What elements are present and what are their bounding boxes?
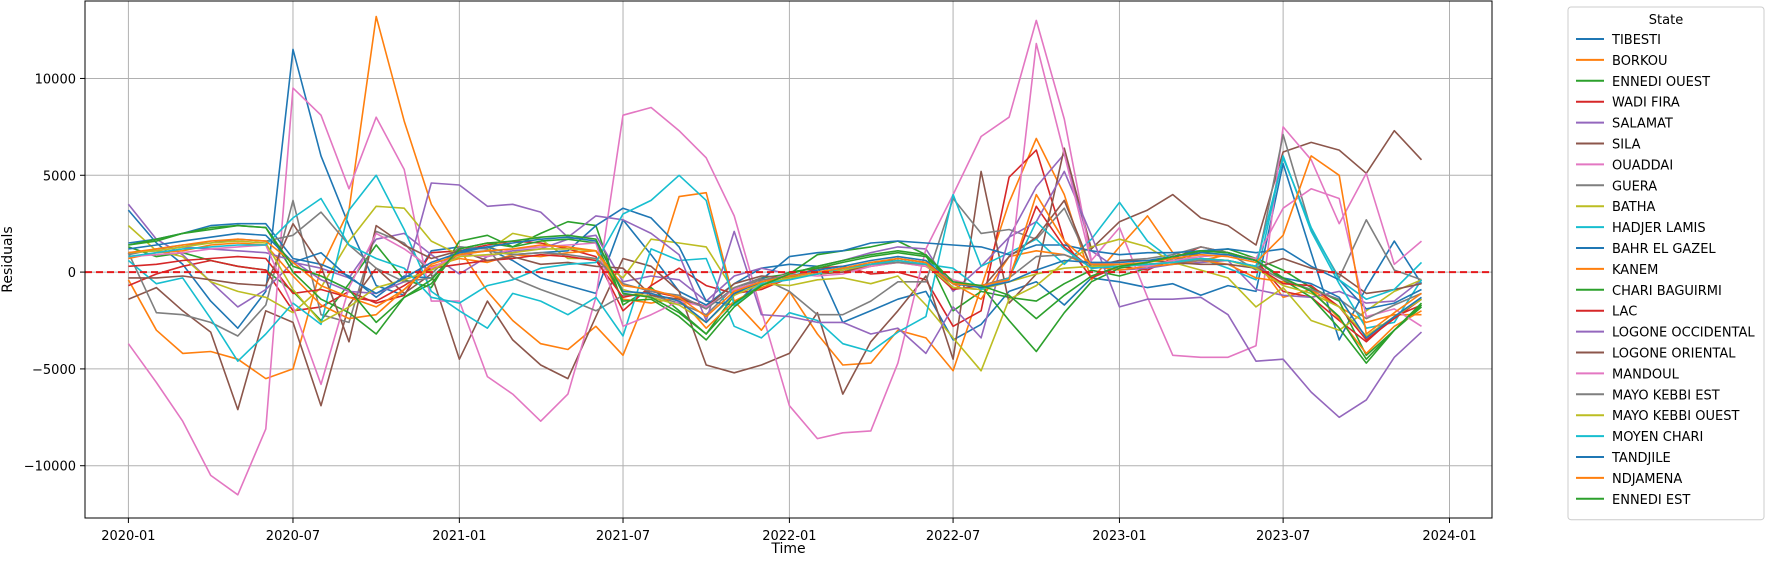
series-line (127, 153, 1422, 308)
x-tick-label: 2023-07 (1256, 529, 1310, 544)
series-lines (127, 15, 1423, 496)
legend-item-label: MOYEN CHARI (1612, 430, 1703, 445)
series-line (128, 224, 1423, 364)
series-line (127, 19, 1423, 496)
series-line (128, 157, 1423, 306)
legend-title: State (1649, 13, 1683, 28)
legend-item-label: MANDOUL (1612, 367, 1680, 382)
series-line (127, 15, 1422, 380)
series-line (128, 149, 1422, 343)
series-line (127, 48, 1423, 341)
series-line (128, 242, 1422, 355)
y-axis-ticks: −10000 −5000 0 5000 10000 (24, 72, 85, 475)
plot-area-frame (84, 0, 1493, 519)
legend-items: TIBESTI BORKOU ENNEDI OUEST WADI FIRA SALAMA… (1576, 33, 1755, 508)
series-line (128, 224, 1423, 361)
legend-item-label: LOGONE ORIENTAL (1612, 347, 1736, 362)
y-tick-label: 0 (68, 266, 76, 281)
x-tick-label: 2021-07 (596, 529, 650, 544)
legend-item-label: SILA (1612, 138, 1641, 153)
legend-item-label: ENNEDI OUEST (1612, 75, 1710, 90)
legend-item-label: BATHA (1612, 200, 1656, 215)
legend-item-label: BAHR EL GAZEL (1612, 242, 1716, 257)
legend-item-label: MAYO KEBBI EST (1612, 388, 1720, 403)
x-tick-label: 2021-01 (432, 529, 486, 544)
series-line (128, 220, 1423, 357)
legend: State TIBESTI BORKOU ENNEDI OUEST WADI FIRA… (1567, 6, 1765, 521)
legend-item-label: TANDJILE (1611, 451, 1671, 466)
legend-item-label: KANEM (1612, 263, 1658, 278)
legend-item-label: HADJER LAMIS (1612, 221, 1706, 236)
x-tick-label: 2020-01 (101, 529, 155, 544)
legend-item-label: NDJAMENA (1612, 472, 1682, 487)
series-line (128, 199, 1422, 343)
x-axis-ticks: 2020-01 2020-07 2021-01 2021-07 2022-01 2022-… (101, 518, 1477, 544)
series-line (128, 155, 1422, 335)
series-line (127, 155, 1423, 363)
legend-item-label: LOGONE OCCIDENTAL (1612, 326, 1755, 341)
y-tick-label: −10000 (24, 460, 76, 475)
legend-item-label: BORKOU (1612, 54, 1668, 69)
x-tick-label: 2020-07 (266, 529, 320, 544)
legend-item-label: SALAMAT (1612, 117, 1673, 132)
legend-item-label: OUADDAI (1612, 158, 1673, 173)
legend-item-label: CHARI BAGUIRMI (1612, 284, 1722, 299)
x-tick-label: 2024-01 (1422, 529, 1476, 544)
x-tick-label: 2022-07 (926, 529, 980, 544)
y-tick-label: 10000 (35, 72, 76, 87)
series-line (128, 170, 1423, 419)
legend-item-label: ENNEDI EST (1612, 493, 1690, 508)
y-tick-label: −5000 (32, 363, 76, 378)
y-axis-label: Residuals (0, 226, 16, 292)
series-line (128, 207, 1422, 310)
legend-item-label: LAC (1612, 305, 1637, 320)
y-tick-label: 5000 (43, 169, 76, 184)
x-tick-label: 2023-01 (1092, 529, 1146, 544)
legend-item-label: TIBESTI (1611, 33, 1661, 48)
x-tick-label: 2022-01 (762, 529, 816, 544)
series-line (128, 211, 1422, 320)
series-line (127, 205, 1422, 372)
legend-item-label: WADI FIRA (1612, 96, 1680, 111)
legend-box (1567, 6, 1765, 521)
x-axis-label: Time (770, 541, 805, 557)
legend-item-label: MAYO KEBBI OUEST (1612, 409, 1739, 424)
legend-item-label: GUERA (1612, 179, 1657, 194)
